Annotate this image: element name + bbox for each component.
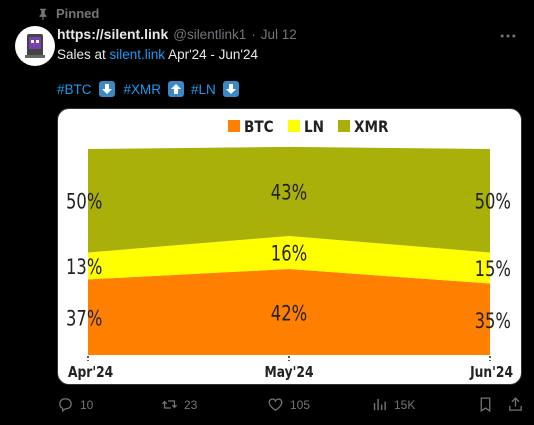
reply-count: 10 bbox=[80, 397, 94, 412]
legend-swatch-ln bbox=[288, 120, 300, 132]
up-arrow-emoji-icon bbox=[168, 81, 185, 97]
data-label-btc-1: 42% bbox=[271, 303, 307, 326]
separator-dot: · bbox=[251, 27, 256, 42]
hashtag-ln[interactable]: #LN bbox=[191, 81, 216, 97]
post-text-prefix: Sales at bbox=[57, 47, 110, 62]
post-header: https://silent.link @silentlink1 · Jul 1… bbox=[57, 26, 297, 42]
reply-icon bbox=[59, 398, 72, 413]
stacked-area-chart: BTC LN XMR 37% 42% 35% 13% 16% 15% 50% 43% 50% Apr… bbox=[66, 118, 513, 381]
data-label-ln-1: 16% bbox=[271, 243, 307, 266]
post-actions: 10 23 105 15K bbox=[57, 396, 527, 418]
area-btc bbox=[88, 269, 490, 356]
post-text: Sales at silent.link Apr'24 - Jun'24 bbox=[57, 47, 258, 62]
bookmark-button[interactable] bbox=[477, 396, 494, 413]
heart-icon bbox=[268, 398, 283, 411]
hashtag-xmr[interactable]: #XMR bbox=[123, 81, 162, 97]
chart-image[interactable]: BTC LN XMR 37% 42% 35% 13% 16% 15% 50% 43% 50% Apr… bbox=[57, 108, 522, 385]
down-arrow-emoji-icon bbox=[98, 81, 115, 97]
post-link[interactable]: silent.link bbox=[109, 47, 166, 62]
data-label-xmr-0: 50% bbox=[66, 191, 102, 214]
reply-button[interactable]: 10 bbox=[57, 396, 93, 413]
post-date[interactable]: Jul 12 bbox=[260, 27, 297, 42]
like-count: 105 bbox=[290, 397, 311, 412]
legend-swatch-btc bbox=[228, 120, 240, 132]
hashtag-btc[interactable]: #BTC bbox=[57, 81, 92, 97]
repost-icon bbox=[161, 400, 178, 409]
more-icon[interactable] bbox=[498, 26, 518, 46]
views-button[interactable]: 15K bbox=[371, 396, 415, 413]
post-text-suffix: Apr'24 - Jun'24 bbox=[165, 47, 259, 62]
repost-count: 23 bbox=[184, 397, 198, 412]
legend-label-xmr: XMR bbox=[354, 118, 389, 136]
bookmark-icon bbox=[480, 397, 491, 413]
views-count: 15K bbox=[394, 397, 416, 412]
area-ln bbox=[88, 235, 490, 284]
legend-label-ln: LN bbox=[304, 118, 324, 136]
author-handle[interactable]: @silentlink1 bbox=[173, 27, 247, 42]
repost-button[interactable]: 23 bbox=[161, 396, 197, 413]
chart-legend: BTC LN XMR bbox=[228, 118, 389, 136]
views-icon bbox=[373, 398, 386, 411]
legend-swatch-xmr bbox=[338, 120, 350, 132]
avatar-logo-icon bbox=[25, 34, 45, 58]
data-label-xmr-1: 43% bbox=[271, 182, 307, 205]
area-xmr bbox=[88, 146, 490, 253]
avatar[interactable] bbox=[15, 26, 55, 66]
x-tick-label-1: May'24 bbox=[264, 364, 313, 381]
author-display-name[interactable]: https://silent.link bbox=[57, 26, 169, 42]
data-label-xmr-2: 50% bbox=[475, 191, 511, 214]
data-label-btc-2: 35% bbox=[475, 310, 511, 333]
x-tick-label-2: Jun'24 bbox=[469, 364, 513, 381]
hashtags-row: #BTC #XMR #LN bbox=[57, 81, 248, 97]
chart-data-labels: 37% 42% 35% 13% 16% 15% 50% 43% 50% bbox=[66, 182, 511, 334]
share-button[interactable] bbox=[507, 396, 524, 413]
share-icon bbox=[509, 397, 522, 411]
data-label-ln-2: 15% bbox=[475, 258, 511, 281]
pinned-label: Pinned bbox=[56, 6, 100, 21]
down-arrow-emoji-icon bbox=[222, 81, 239, 97]
pin-icon bbox=[39, 8, 47, 20]
x-tick-label-0: Apr'24 bbox=[68, 364, 113, 381]
legend-label-btc: BTC bbox=[244, 118, 274, 136]
pinned-indicator: Pinned bbox=[36, 6, 99, 21]
data-label-btc-0: 37% bbox=[66, 308, 102, 331]
like-button[interactable]: 105 bbox=[267, 396, 310, 413]
chart-x-axis: Apr'24 May'24 Jun'24 bbox=[68, 355, 513, 381]
chart-areas bbox=[88, 146, 490, 356]
data-label-ln-0: 13% bbox=[66, 256, 102, 279]
